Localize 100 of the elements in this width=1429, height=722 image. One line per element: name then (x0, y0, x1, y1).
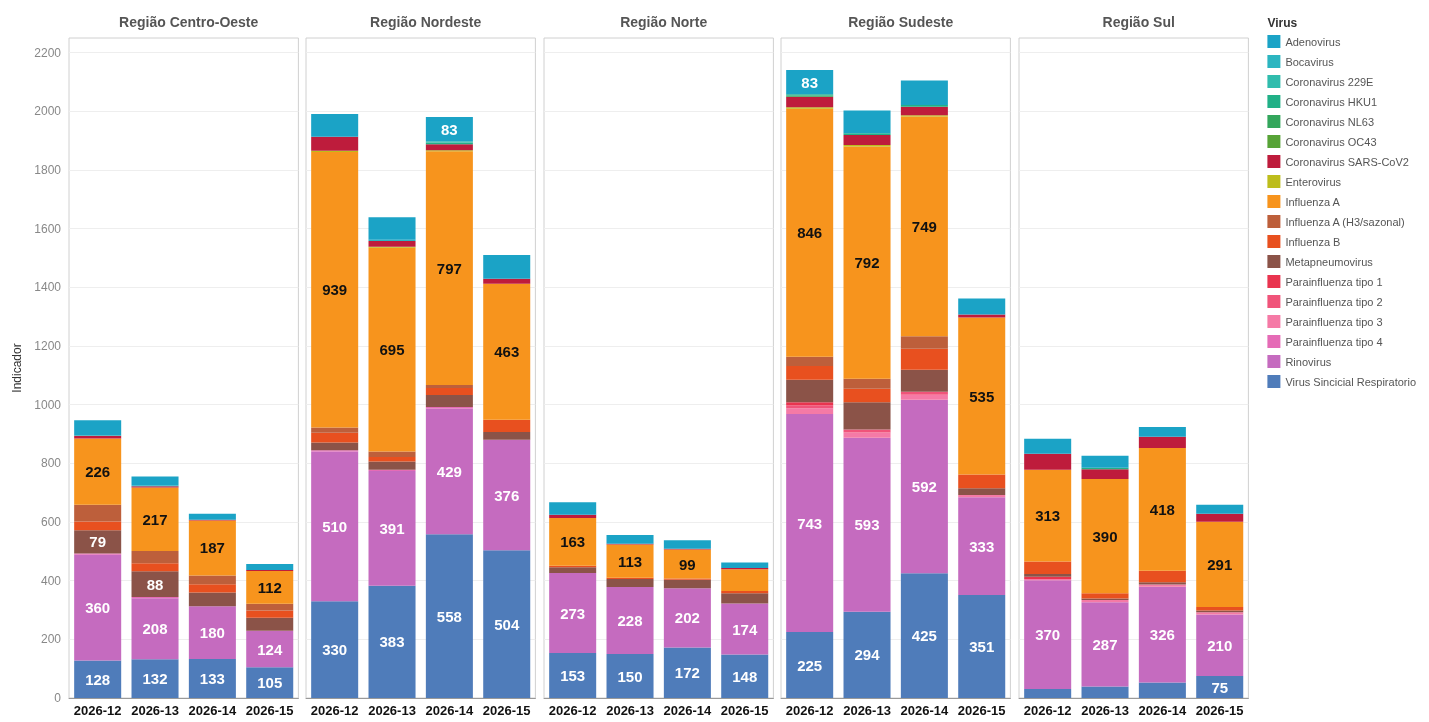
data-label: 79 (89, 533, 107, 551)
data-label: 287 (1092, 635, 1118, 653)
data-label: 187 (199, 539, 225, 557)
chart-title: Região Nordeste (370, 14, 482, 30)
x-tick-label: 2026-13 (131, 703, 179, 718)
data-label: 391 (379, 519, 405, 537)
data-label: 217 (142, 510, 168, 528)
x-tick-label: 2026-14 (188, 703, 237, 718)
data-label: 333 (969, 537, 995, 555)
legend-label: Coronavirus NL63 (1284, 115, 1374, 128)
data-label: 88 (146, 575, 164, 593)
x-tick-label: 2026-12 (548, 703, 597, 718)
data-label: 225 (797, 656, 823, 674)
x-tick-label: 2026-13 (605, 703, 654, 718)
data-label: 273 (559, 604, 585, 622)
data-label: 291 (1206, 555, 1232, 573)
data-label: 425 (912, 627, 938, 645)
legend-label: Parainfluenza tipo 4 (1284, 335, 1383, 348)
data-label: 226 (85, 463, 111, 481)
data-label: 592 (912, 478, 938, 496)
y-tick-label: 1800 (34, 163, 62, 177)
data-label: 132 (142, 670, 168, 688)
data-label: 124 (257, 640, 283, 658)
data-label: 330 (322, 641, 348, 659)
legend-label: Coronavirus OC43 (1284, 135, 1377, 148)
data-label: 83 (801, 73, 819, 91)
x-tick-label: 2026-12 (1023, 703, 1072, 718)
legend-label: Coronavirus 229E (1284, 75, 1374, 88)
legend-label: Parainfluenza tipo 2 (1284, 295, 1383, 308)
data-label: 351 (969, 638, 995, 656)
legend-label: Virus Sincicial Respiratorio (1284, 375, 1416, 388)
data-label: 390 (1092, 527, 1118, 545)
x-tick-label: 2026-15 (720, 703, 769, 718)
y-tick-label: 200 (40, 632, 62, 647)
data-label: 105 (257, 674, 283, 692)
x-tick-label: 2026-12 (73, 703, 122, 718)
x-tick-label: 2026-15 (483, 703, 531, 718)
chart-title: Região Sudeste (848, 14, 954, 30)
x-tick-label: 2026-15 (1195, 703, 1244, 718)
y-tick-label: 1600 (34, 221, 62, 236)
data-label: 163 (559, 533, 585, 551)
data-label: 429 (437, 462, 463, 480)
legend-label: Coronavirus HKU1 (1284, 95, 1377, 108)
legend-label: Bocavirus (1284, 55, 1334, 68)
legend-label: Coronavirus SARS-CoV2 (1284, 155, 1409, 168)
data-label: 208 (142, 620, 168, 638)
legend-label: Parainfluenza tipo 3 (1284, 315, 1383, 328)
data-label: 202 (674, 609, 700, 627)
data-label: 83 (441, 120, 459, 138)
data-label: 510 (322, 517, 348, 535)
data-label: 99 (678, 555, 696, 573)
data-label: 150 (617, 667, 643, 685)
data-label: 148 (732, 667, 758, 685)
data-label: 133 (199, 669, 225, 687)
x-tick-label: 2026-14 (663, 703, 712, 718)
data-label: 383 (379, 633, 405, 651)
y-tick-label: 1400 (34, 280, 62, 295)
data-label: 294 (854, 646, 881, 664)
legend-label: Parainfluenza tipo 1 (1284, 275, 1383, 288)
x-tick-label: 2026-13 (368, 703, 417, 718)
data-label: 360 (85, 599, 111, 617)
legend-title: Virus (1266, 16, 1298, 30)
data-label: 113 (617, 552, 642, 570)
chart-title: Região Sul (1102, 14, 1175, 30)
y-tick-label: 0 (54, 691, 62, 705)
y-tick-label: 400 (40, 573, 62, 588)
legend-label: Rinovirus (1284, 355, 1332, 368)
data-label: 797 (437, 259, 463, 277)
x-tick-label: 2026-14 (900, 703, 950, 718)
data-label: 172 (674, 664, 700, 682)
data-label: 128 (85, 670, 111, 688)
data-label: 504 (494, 615, 521, 633)
data-label: 418 (1149, 500, 1175, 518)
data-label: 743 (797, 514, 823, 532)
legend-label: Adenovirus (1284, 35, 1341, 48)
data-label: 463 (494, 343, 520, 361)
legend-label: Metapneumovirus (1284, 255, 1373, 268)
x-tick-label: 2026-12 (311, 703, 359, 718)
legend-label: Influenza A (1284, 195, 1341, 208)
data-label: 846 (797, 224, 823, 242)
x-tick-label: 2026-13 (843, 703, 892, 718)
data-label: 695 (379, 341, 405, 359)
data-label: 228 (617, 612, 643, 630)
data-label: 313 (1034, 507, 1060, 525)
data-label: 593 (854, 516, 880, 534)
chart-title: Região Norte (619, 14, 708, 30)
legend-label: Influenza B (1284, 235, 1341, 248)
data-label: 326 (1149, 626, 1175, 644)
data-label: 112 (257, 578, 282, 596)
y-tick-label: 1000 (34, 397, 62, 412)
x-tick-label: 2026-15 (958, 703, 1006, 718)
data-label: 75 (1210, 678, 1228, 696)
y-tick-label: 2000 (34, 104, 62, 119)
y-tick-label: 600 (40, 515, 62, 529)
y-tick-label: 2200 (34, 45, 62, 60)
data-label: 939 (322, 281, 348, 299)
data-label: 153 (559, 667, 585, 685)
data-label: 376 (494, 486, 520, 504)
x-tick-label: 2026-12 (786, 703, 834, 718)
x-tick-label: 2026-14 (1138, 703, 1187, 718)
